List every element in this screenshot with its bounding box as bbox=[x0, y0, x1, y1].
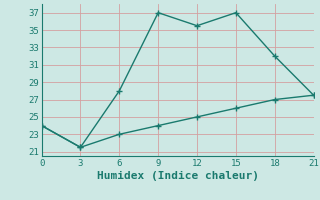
X-axis label: Humidex (Indice chaleur): Humidex (Indice chaleur) bbox=[97, 171, 259, 181]
